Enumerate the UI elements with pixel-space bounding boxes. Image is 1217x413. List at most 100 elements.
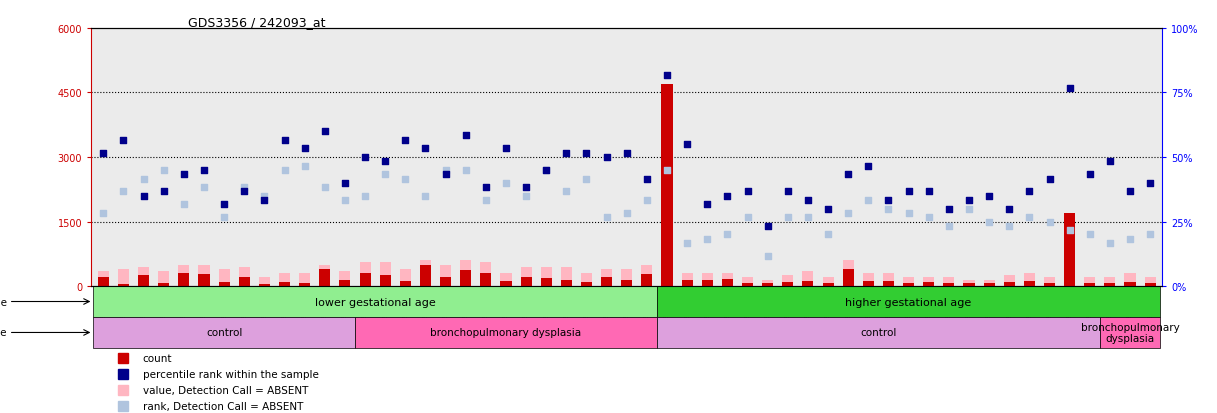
Point: [235, 189, 254, 195]
Point: [355, 193, 375, 199]
Bar: [219, 282, 230, 286]
Bar: [219, 269, 230, 286]
Point: [275, 137, 295, 144]
Point: [537, 167, 556, 174]
Bar: [702, 273, 713, 286]
Point: [235, 184, 254, 191]
Text: control: control: [860, 328, 897, 338]
Bar: [1064, 214, 1075, 286]
Bar: [158, 271, 169, 286]
Text: higher gestational age: higher gestational age: [846, 297, 971, 307]
Bar: [621, 280, 633, 286]
Point: [638, 197, 657, 204]
Bar: [682, 273, 692, 286]
Bar: [1145, 283, 1156, 286]
Point: [718, 193, 738, 199]
Bar: [924, 278, 935, 286]
Bar: [943, 283, 954, 286]
Point: [596, 214, 616, 221]
Bar: [561, 267, 572, 286]
Text: count: count: [142, 353, 172, 363]
Point: [155, 189, 174, 195]
Point: [295, 146, 314, 152]
Bar: [581, 282, 591, 286]
Point: [617, 210, 636, 217]
Bar: [1004, 275, 1015, 286]
Point: [899, 189, 919, 195]
Bar: [94, 286, 657, 317]
Point: [758, 223, 778, 230]
Bar: [279, 273, 290, 286]
Bar: [1064, 263, 1075, 286]
Point: [1079, 171, 1099, 178]
Point: [315, 128, 335, 135]
Point: [556, 189, 576, 195]
Bar: [340, 280, 350, 286]
Point: [657, 73, 677, 79]
Point: [1020, 189, 1039, 195]
Bar: [1023, 273, 1034, 286]
Bar: [420, 265, 431, 286]
Point: [839, 210, 858, 217]
Bar: [1145, 278, 1156, 286]
Bar: [601, 278, 612, 286]
Bar: [399, 281, 411, 286]
Bar: [722, 273, 733, 286]
Point: [577, 150, 596, 157]
Text: control: control: [206, 328, 242, 338]
Point: [497, 180, 516, 187]
Bar: [481, 273, 492, 286]
Point: [497, 146, 516, 152]
Bar: [842, 261, 854, 286]
Point: [416, 146, 436, 152]
Bar: [239, 267, 249, 286]
Point: [476, 184, 495, 191]
Point: [456, 167, 476, 174]
Bar: [1125, 273, 1135, 286]
Point: [355, 154, 375, 161]
Point: [980, 193, 999, 199]
Bar: [179, 265, 190, 286]
Bar: [722, 280, 733, 286]
Bar: [657, 317, 1100, 348]
Text: percentile rank within the sample: percentile rank within the sample: [142, 369, 319, 379]
Point: [778, 189, 797, 195]
Point: [818, 206, 837, 212]
Bar: [540, 279, 551, 286]
Point: [537, 167, 556, 174]
Point: [315, 184, 335, 191]
Point: [376, 171, 396, 178]
Bar: [783, 282, 793, 286]
Point: [456, 133, 476, 140]
Point: [1020, 214, 1039, 221]
Text: bronchopulmonary
dysplasia: bronchopulmonary dysplasia: [1081, 322, 1179, 344]
Bar: [742, 278, 753, 286]
Bar: [924, 282, 935, 286]
Point: [1100, 240, 1120, 247]
Bar: [657, 286, 1160, 317]
Bar: [259, 278, 270, 286]
Point: [999, 206, 1019, 212]
Text: rank, Detection Call = ABSENT: rank, Detection Call = ABSENT: [142, 401, 303, 411]
Bar: [762, 280, 773, 286]
Point: [879, 197, 898, 204]
Bar: [97, 271, 108, 286]
Point: [678, 240, 697, 247]
Bar: [399, 269, 411, 286]
Bar: [138, 267, 150, 286]
Bar: [299, 283, 310, 286]
Point: [738, 214, 757, 221]
Point: [858, 163, 877, 169]
Point: [638, 176, 657, 183]
Bar: [863, 281, 874, 286]
Bar: [118, 269, 129, 286]
Bar: [1125, 282, 1135, 286]
Bar: [380, 263, 391, 286]
Bar: [97, 278, 108, 286]
Bar: [340, 271, 350, 286]
Bar: [158, 283, 169, 286]
Point: [778, 214, 797, 221]
Point: [919, 214, 938, 221]
Point: [839, 171, 858, 178]
Bar: [621, 269, 633, 286]
